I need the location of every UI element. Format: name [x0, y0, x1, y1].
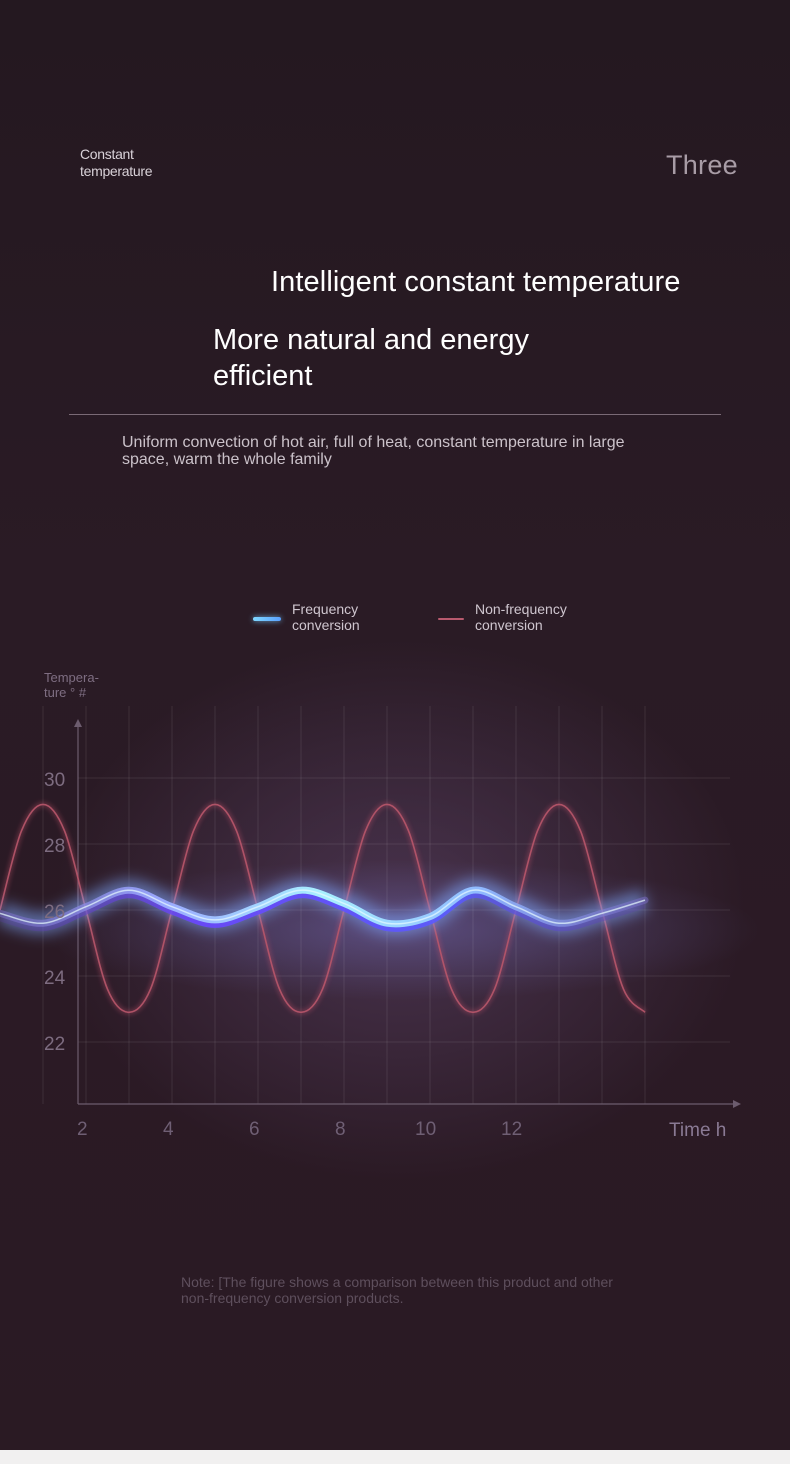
- y-tick-label: 24: [44, 968, 66, 989]
- x-tick-label: 2: [77, 1119, 88, 1140]
- bottom-strip: [0, 1450, 790, 1464]
- x-axis-label: Time h: [669, 1120, 726, 1141]
- page-title: Intelligent constant temperature: [271, 266, 681, 298]
- y-tick-label: 28: [44, 836, 65, 857]
- section-tag: Constant temperature: [80, 146, 153, 179]
- footnote: Note: [The figure shows a comparison bet…: [181, 1274, 613, 1306]
- description: Uniform convection of hot air, full of h…: [122, 434, 625, 468]
- legend-label-non-frequency: Non-frequency conversion: [475, 601, 567, 633]
- series-line-non-frequency: [0, 803, 646, 1014]
- legend-label-frequency: Frequency conversion: [292, 601, 360, 633]
- x-tick-label: 6: [249, 1119, 260, 1140]
- y-tick-label: 22: [44, 1034, 65, 1055]
- legend-swatch-frequency: [253, 617, 281, 621]
- section-step: Three: [665, 150, 738, 180]
- series: [0, 801, 649, 1015]
- legend-item-non-frequency: Non-frequency conversion: [438, 601, 585, 633]
- x-tick-label: 4: [163, 1119, 174, 1140]
- page-subtitle: More natural and energy efficient: [213, 324, 529, 392]
- x-tick-label: 10: [415, 1119, 436, 1140]
- y-axis-label: Tempera- ture ° #: [44, 670, 99, 700]
- x-tick-label: 12: [501, 1119, 522, 1140]
- y-tick-label: 30: [44, 770, 65, 791]
- series-line-frequency-shadow: [0, 892, 646, 932]
- x-tick-label: 8: [335, 1119, 346, 1140]
- y-axis-arrow: [74, 719, 82, 727]
- legend-swatch-non-frequency: [438, 618, 464, 620]
- legend-item-frequency: Frequency conversion: [253, 601, 402, 633]
- y-tick-label: 26: [44, 902, 65, 923]
- divider: [69, 414, 721, 415]
- x-axis-arrow: [733, 1100, 741, 1108]
- series-line-frequency-highlight: [0, 889, 646, 925]
